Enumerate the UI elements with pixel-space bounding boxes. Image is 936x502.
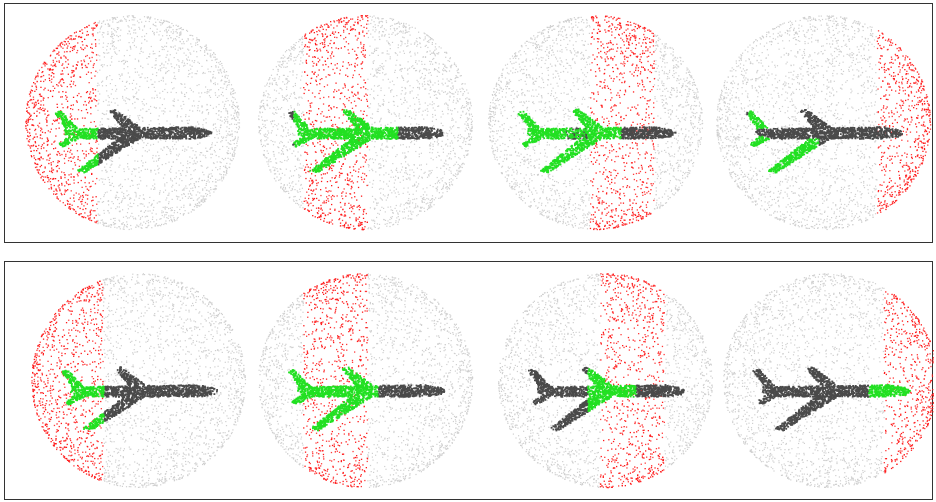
- background-points: [96, 15, 241, 231]
- masked-region-points: [599, 273, 665, 489]
- masked-region-points: [303, 273, 369, 488]
- point-cloud-1: [25, 15, 241, 231]
- bottom-row-point-clouds: [31, 273, 934, 489]
- background-points: [723, 273, 885, 488]
- highlighted-part-points: [587, 368, 637, 412]
- masked-region-points: [876, 30, 932, 214]
- bottom-row-panel: [4, 261, 934, 500]
- point-cloud-3: [498, 273, 713, 489]
- highlighted-part-points: [517, 108, 622, 174]
- background-points: [102, 273, 247, 488]
- highlighted-part-points: [61, 369, 105, 431]
- highlighted-part-points: [748, 110, 820, 174]
- highlighted-part-points: [868, 384, 911, 398]
- background-points: [258, 15, 473, 230]
- top-row-panel: [4, 3, 933, 243]
- point-cloud-2: [258, 15, 473, 231]
- highlighted-part-points: [293, 109, 399, 173]
- airplane-points: [288, 111, 444, 146]
- point-cloud-4: [723, 273, 934, 488]
- background-points: [716, 15, 878, 231]
- masked-region-points: [303, 15, 369, 231]
- top-row-point-clouds: [25, 15, 932, 231]
- airplane-points: [528, 366, 685, 432]
- airplane-points: [746, 109, 903, 146]
- airplane-points: [377, 384, 446, 398]
- point-cloud-2: [258, 273, 474, 488]
- point-cloud-1: [31, 273, 247, 488]
- masked-region-points: [589, 15, 656, 231]
- highlighted-part-points: [288, 366, 379, 432]
- background-points: [258, 273, 474, 488]
- masked-region-points: [31, 280, 104, 481]
- airplane-points: [97, 109, 213, 166]
- airplane-points: [752, 366, 870, 432]
- highlighted-part-points: [54, 110, 99, 174]
- masked-region-points: [883, 291, 934, 474]
- airplane-points: [103, 366, 218, 422]
- point-cloud-4: [716, 15, 932, 231]
- point-cloud-3: [488, 15, 704, 231]
